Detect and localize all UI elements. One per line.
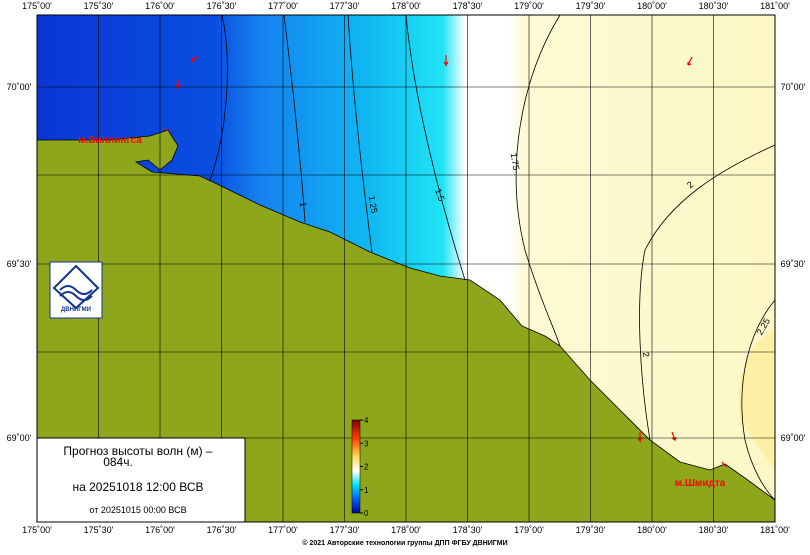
contour-label: 1: [298, 201, 309, 208]
contour: [209, 14, 228, 181]
arrow: [164, 127, 727, 468]
arrow: [687, 56, 693, 66]
logo-diamond: [52, 264, 100, 310]
lat-label: 69˚00': [781, 433, 806, 443]
logo-waves: [59, 285, 93, 301]
lon-label: 179˚30': [576, 1, 606, 11]
footer: © 2021 Авторские технологии группы ДПП Ф…: [302, 539, 507, 547]
lon-label: 176˚00': [145, 1, 175, 11]
contour: [405, 14, 466, 281]
lon-label: 177˚30': [330, 525, 360, 535]
arrow: [443, 55, 449, 67]
lat-label: 69˚00': [7, 433, 32, 443]
info-text: Прогноз высоты волн (м) –: [63, 444, 213, 458]
colorbar-label: 0: [364, 509, 369, 518]
lat-label: 70˚00': [7, 82, 32, 92]
lon-label: 179˚00': [514, 525, 544, 535]
lon-label: 177˚30': [330, 1, 360, 11]
logo: ДВНИГМИ: [49, 261, 103, 319]
lon-label: 178˚00': [391, 525, 421, 535]
lon-label: 175˚00': [22, 525, 52, 535]
place-label: м.Шмидта: [675, 478, 726, 489]
lon-label: 180˚30': [699, 525, 729, 535]
arrow: [637, 432, 643, 443]
frame: [36, 14, 776, 523]
arrows: [164, 55, 727, 468]
lon-label: 177˚00': [268, 525, 298, 535]
lon-label: 175˚30': [84, 525, 114, 535]
lon-label: 178˚30': [453, 525, 483, 535]
contour-label: 1.25: [367, 195, 380, 214]
info-text: 084ч.: [103, 455, 133, 469]
lon-label: 178˚30': [453, 1, 483, 11]
lat-label: 70˚00': [781, 82, 806, 92]
lat-label: 69˚30': [7, 259, 32, 269]
lon-label: 176˚30': [207, 1, 237, 11]
contour-label: 2: [685, 179, 695, 190]
colorbar-label: 1: [364, 486, 369, 495]
colorbar-label: 4: [364, 416, 369, 425]
colorbar: [351, 419, 361, 514]
contour: [347, 14, 373, 253]
lon-label: 178˚00': [391, 1, 421, 11]
contour: [283, 14, 306, 223]
contour-label: 1.5: [433, 187, 447, 202]
contour-label: 2: [641, 351, 652, 358]
arrow: [191, 55, 199, 62]
contour: [741, 299, 776, 501]
lon-label: 175˚30': [84, 1, 114, 11]
wave-zone: [738, 330, 775, 470]
lon-label: 179˚30': [576, 525, 606, 535]
lon-label: 180˚30': [699, 1, 729, 11]
contour: [515, 14, 561, 347]
contour-label: 1.75: [509, 152, 522, 171]
lon-label: 180˚00': [637, 1, 667, 11]
arrow: [175, 80, 181, 90]
lon-label: 181˚00': [760, 1, 790, 11]
lon-label: 181˚00': [760, 525, 790, 535]
contours: [209, 14, 776, 501]
lon-label: 176˚00': [145, 525, 175, 535]
info-box: [36, 437, 246, 523]
lon-label: 175˚00': [22, 1, 52, 11]
info-text: на 20251018 12:00 ВСВ: [73, 480, 204, 494]
place-label: м.Биллингса: [78, 135, 142, 146]
lon-label: 180˚00': [637, 525, 667, 535]
contour: [639, 144, 776, 441]
arrow: [671, 431, 677, 442]
logo-text: ДВНИГМИ: [61, 307, 91, 313]
lon-label: 179˚00': [514, 1, 544, 11]
lon-label: 177˚00': [268, 1, 298, 11]
info-text: от 20251015 00:00 ВСВ: [89, 505, 186, 515]
lon-label: 176˚30': [207, 525, 237, 535]
colorbar-label: 3: [364, 439, 369, 448]
lat-label: 69˚30': [781, 259, 806, 269]
colorbar-label: 2: [364, 463, 369, 472]
